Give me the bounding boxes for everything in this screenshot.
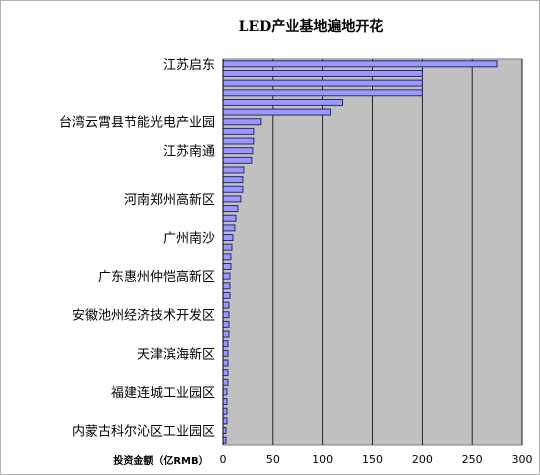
category-label: 广东惠州仲恺高新区 [98, 269, 215, 285]
category-labels: 江苏启东台湾云霄县节能光电产业园江苏南通河南郑州高新区广州南沙广东惠州仲恺高新区… [59, 57, 215, 440]
bar [222, 224, 236, 232]
x-tick-label: 250 [462, 453, 483, 466]
x-tick-label: 100 [312, 453, 333, 466]
bar [222, 291, 231, 299]
category-label: 内蒙古科尔沁区工业园区 [72, 424, 215, 440]
bar [222, 176, 244, 184]
category-label: 河南郑州高新区 [124, 192, 215, 208]
bar [222, 118, 262, 126]
bar [222, 359, 229, 367]
x-axis-label: 投资金额（亿RMB） [113, 454, 208, 467]
bar [222, 234, 234, 242]
bar [222, 398, 228, 406]
bar [222, 243, 233, 251]
x-tick-label: 300 [512, 453, 533, 466]
bar [222, 185, 244, 193]
bar [222, 417, 228, 425]
bar [222, 311, 230, 319]
category-label: 江苏南通 [163, 144, 215, 160]
bar [222, 205, 239, 213]
category-label: 广州南沙 [163, 231, 215, 247]
x-tick-label: 150 [362, 453, 383, 466]
bar [222, 301, 230, 309]
bar [222, 330, 230, 338]
bar [222, 369, 229, 377]
bar [222, 195, 242, 203]
bar [222, 349, 229, 357]
bar [222, 98, 344, 106]
category-label: 台湾云霄县节能光电产业园 [59, 115, 215, 131]
bar [222, 127, 255, 135]
x-tick-label: 0 [220, 453, 227, 466]
bar [222, 156, 253, 164]
bar [222, 378, 229, 386]
bar [222, 272, 231, 280]
chart-title: LED产业基地遍地开花 [239, 18, 384, 35]
bar [222, 320, 230, 328]
bar [222, 147, 254, 155]
bar [222, 60, 498, 68]
bar [222, 89, 423, 97]
bar [222, 79, 423, 87]
bar [222, 262, 232, 270]
bar [222, 253, 232, 261]
bar [222, 108, 332, 116]
bar [222, 166, 245, 174]
bar [222, 340, 229, 348]
bar [222, 214, 237, 222]
bar [222, 137, 255, 145]
bar [222, 282, 231, 290]
category-label: 江苏启东 [163, 57, 215, 73]
bar [222, 69, 423, 77]
category-label: 福建连城工业园区 [111, 385, 215, 401]
x-tick-label: 200 [412, 453, 433, 466]
category-label: 天津滨海新区 [137, 346, 215, 362]
plot-area [222, 58, 523, 446]
bar [222, 388, 228, 396]
bar [222, 407, 228, 415]
x-tick-label: 50 [266, 453, 280, 466]
x-axis-ticks: 0 50 100 150 200 250 300 [220, 453, 533, 466]
category-label: 安徽池州经济技术开发区 [72, 308, 215, 324]
